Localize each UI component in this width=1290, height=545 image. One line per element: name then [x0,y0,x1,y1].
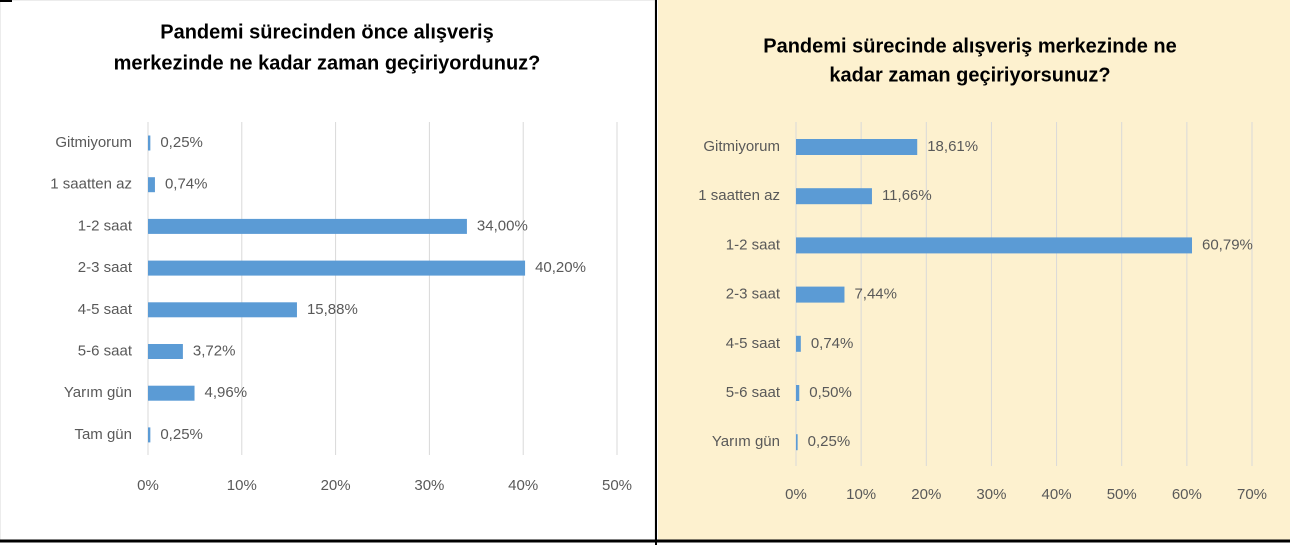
value-label: 0,74% [811,335,854,352]
bar [796,335,801,352]
x-tick-label: 70% [1237,486,1267,503]
y-tick-label: 1-2 saat [726,236,781,253]
bar [148,177,155,193]
bar [796,385,800,401]
bar [148,218,467,234]
value-label: 60,79% [1202,236,1253,253]
value-label: 40,20% [535,259,586,276]
value-label: 11,66% [882,187,932,204]
bar [148,385,195,401]
x-tick-label: 0% [785,486,807,503]
chart-title: Pandemi sürecinde alışveriş merkezinde n… [763,35,1177,57]
x-tick-label: 0% [137,477,159,494]
y-tick-label: Gitmiyorum [55,134,132,151]
x-tick-label: 40% [508,477,538,494]
x-tick-label: 50% [1107,486,1137,503]
y-tick-label: 4-5 saat [726,335,781,352]
bar [148,427,151,443]
bar [796,286,845,303]
y-tick-label: 1 saatten az [698,187,780,204]
chart-title: kadar zaman geçiriyorsunuz? [829,64,1110,86]
chart-title: Pandemi sürecinden önce alışveriş [160,21,493,43]
bar [148,344,183,359]
y-tick-label: Yarım gün [64,384,132,401]
value-label: 3,72% [193,342,236,359]
x-tick-label: 30% [976,486,1006,503]
value-label: 34,00% [477,217,528,234]
y-tick-label: 5-6 saat [726,384,781,401]
x-tick-label: 30% [414,477,444,494]
x-tick-label: 50% [602,477,632,494]
value-label: 0,25% [808,433,851,450]
bar [796,139,918,155]
value-label: 0,25% [160,426,203,443]
x-tick-label: 20% [321,477,351,494]
y-tick-label: 5-6 saat [78,342,133,359]
x-tick-label: 10% [846,486,876,503]
panel [658,0,1290,540]
bar [148,302,297,318]
value-label: 0,74% [165,176,208,193]
y-tick-label: Tam gün [74,426,132,443]
x-tick-label: 10% [227,477,257,494]
value-label: 15,88% [307,301,358,318]
y-tick-label: 4-5 saat [78,301,133,318]
x-tick-label: 60% [1172,486,1202,503]
x-tick-label: 40% [1042,486,1072,503]
y-tick-label: 2-3 saat [78,259,133,276]
bar [796,188,872,205]
y-tick-label: 1-2 saat [78,217,133,234]
y-tick-label: 1 saatten az [50,176,132,193]
y-tick-label: 2-3 saat [726,286,781,303]
value-label: 7,44% [854,286,897,303]
chart-title: merkezinde ne kadar zaman geçiriyordunuz… [114,52,541,74]
value-label: 0,25% [160,134,203,151]
value-label: 4,96% [205,384,248,401]
bar [148,135,151,151]
x-tick-label: 20% [911,486,941,503]
bar [796,237,1193,254]
bar [148,260,526,276]
y-tick-label: Gitmiyorum [703,138,780,155]
bar [796,434,798,451]
value-label: 0,50% [809,384,852,401]
value-label: 18,61% [927,138,978,155]
y-tick-label: Yarım gün [712,433,780,450]
